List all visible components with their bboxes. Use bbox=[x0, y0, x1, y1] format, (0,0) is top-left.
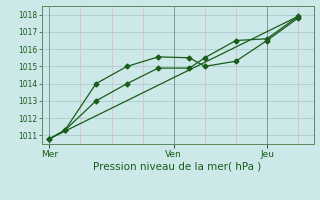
X-axis label: Pression niveau de la mer( hPa ): Pression niveau de la mer( hPa ) bbox=[93, 161, 262, 171]
